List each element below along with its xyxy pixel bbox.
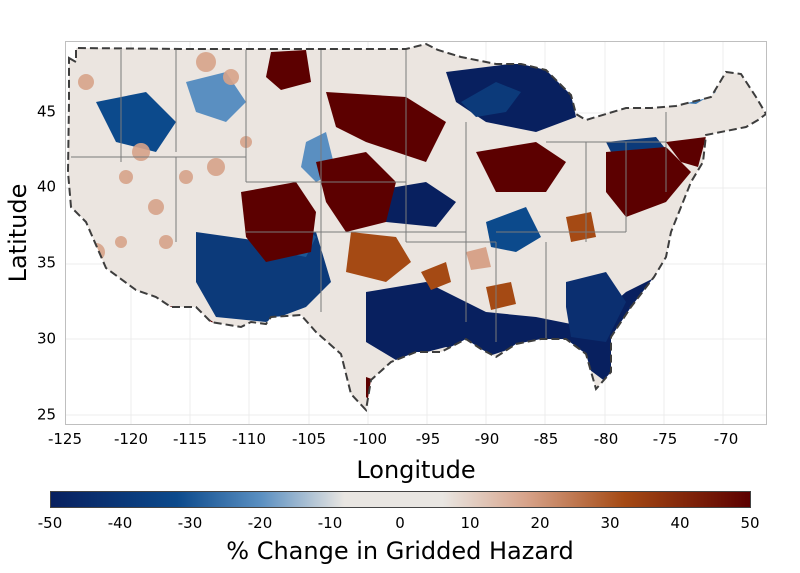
colorbar-tick-label: 30 (600, 514, 620, 532)
colorbar-tick-label: 10 (460, 514, 480, 532)
y-axis-title: Latitude (4, 183, 32, 283)
x-tick-label: -105 (291, 430, 327, 448)
x-tick-label: -75 (652, 430, 678, 448)
hazard-field (68, 44, 766, 410)
colorbar-tick-label: 0 (395, 514, 405, 532)
x-tick-label: -125 (47, 430, 83, 448)
us-outline (66, 42, 766, 413)
state-borders (71, 50, 667, 342)
colorbar (50, 491, 751, 508)
x-tick-label: -110 (231, 430, 267, 448)
x-tick-label: -95 (415, 430, 441, 448)
x-tick-label: -100 (352, 430, 388, 448)
colorbar-tick-label: -20 (247, 514, 273, 532)
colorbar-tick-label: -40 (107, 514, 133, 532)
colorbar-tick-label: 40 (670, 514, 690, 532)
colorbar-title: % Change in Gridded Hazard (226, 537, 574, 565)
x-tick-label: -115 (172, 430, 208, 448)
colorbar-tick-label: -50 (37, 514, 63, 532)
y-tick-label: 40 (37, 177, 57, 196)
y-tick-label: 30 (37, 329, 57, 348)
x-tick-label: -80 (593, 430, 619, 448)
x-tick-label: -70 (713, 430, 739, 448)
colorbar-tick-label: -10 (317, 514, 343, 532)
colorbar-tick-label: 50 (740, 514, 760, 532)
x-tick-label: -120 (113, 430, 149, 448)
colorbar-tick-label: 20 (530, 514, 550, 532)
colorbar-tick-label: -30 (177, 514, 203, 532)
x-axis-title: Longitude (356, 456, 476, 484)
map-plot-area (65, 41, 767, 425)
y-tick-label: 35 (37, 253, 57, 272)
x-tick-label: -90 (474, 430, 500, 448)
hazard-map-svg (66, 42, 766, 424)
x-tick-label: -85 (533, 430, 559, 448)
y-tick-label: 25 (37, 405, 57, 424)
y-tick-label: 45 (37, 102, 57, 121)
